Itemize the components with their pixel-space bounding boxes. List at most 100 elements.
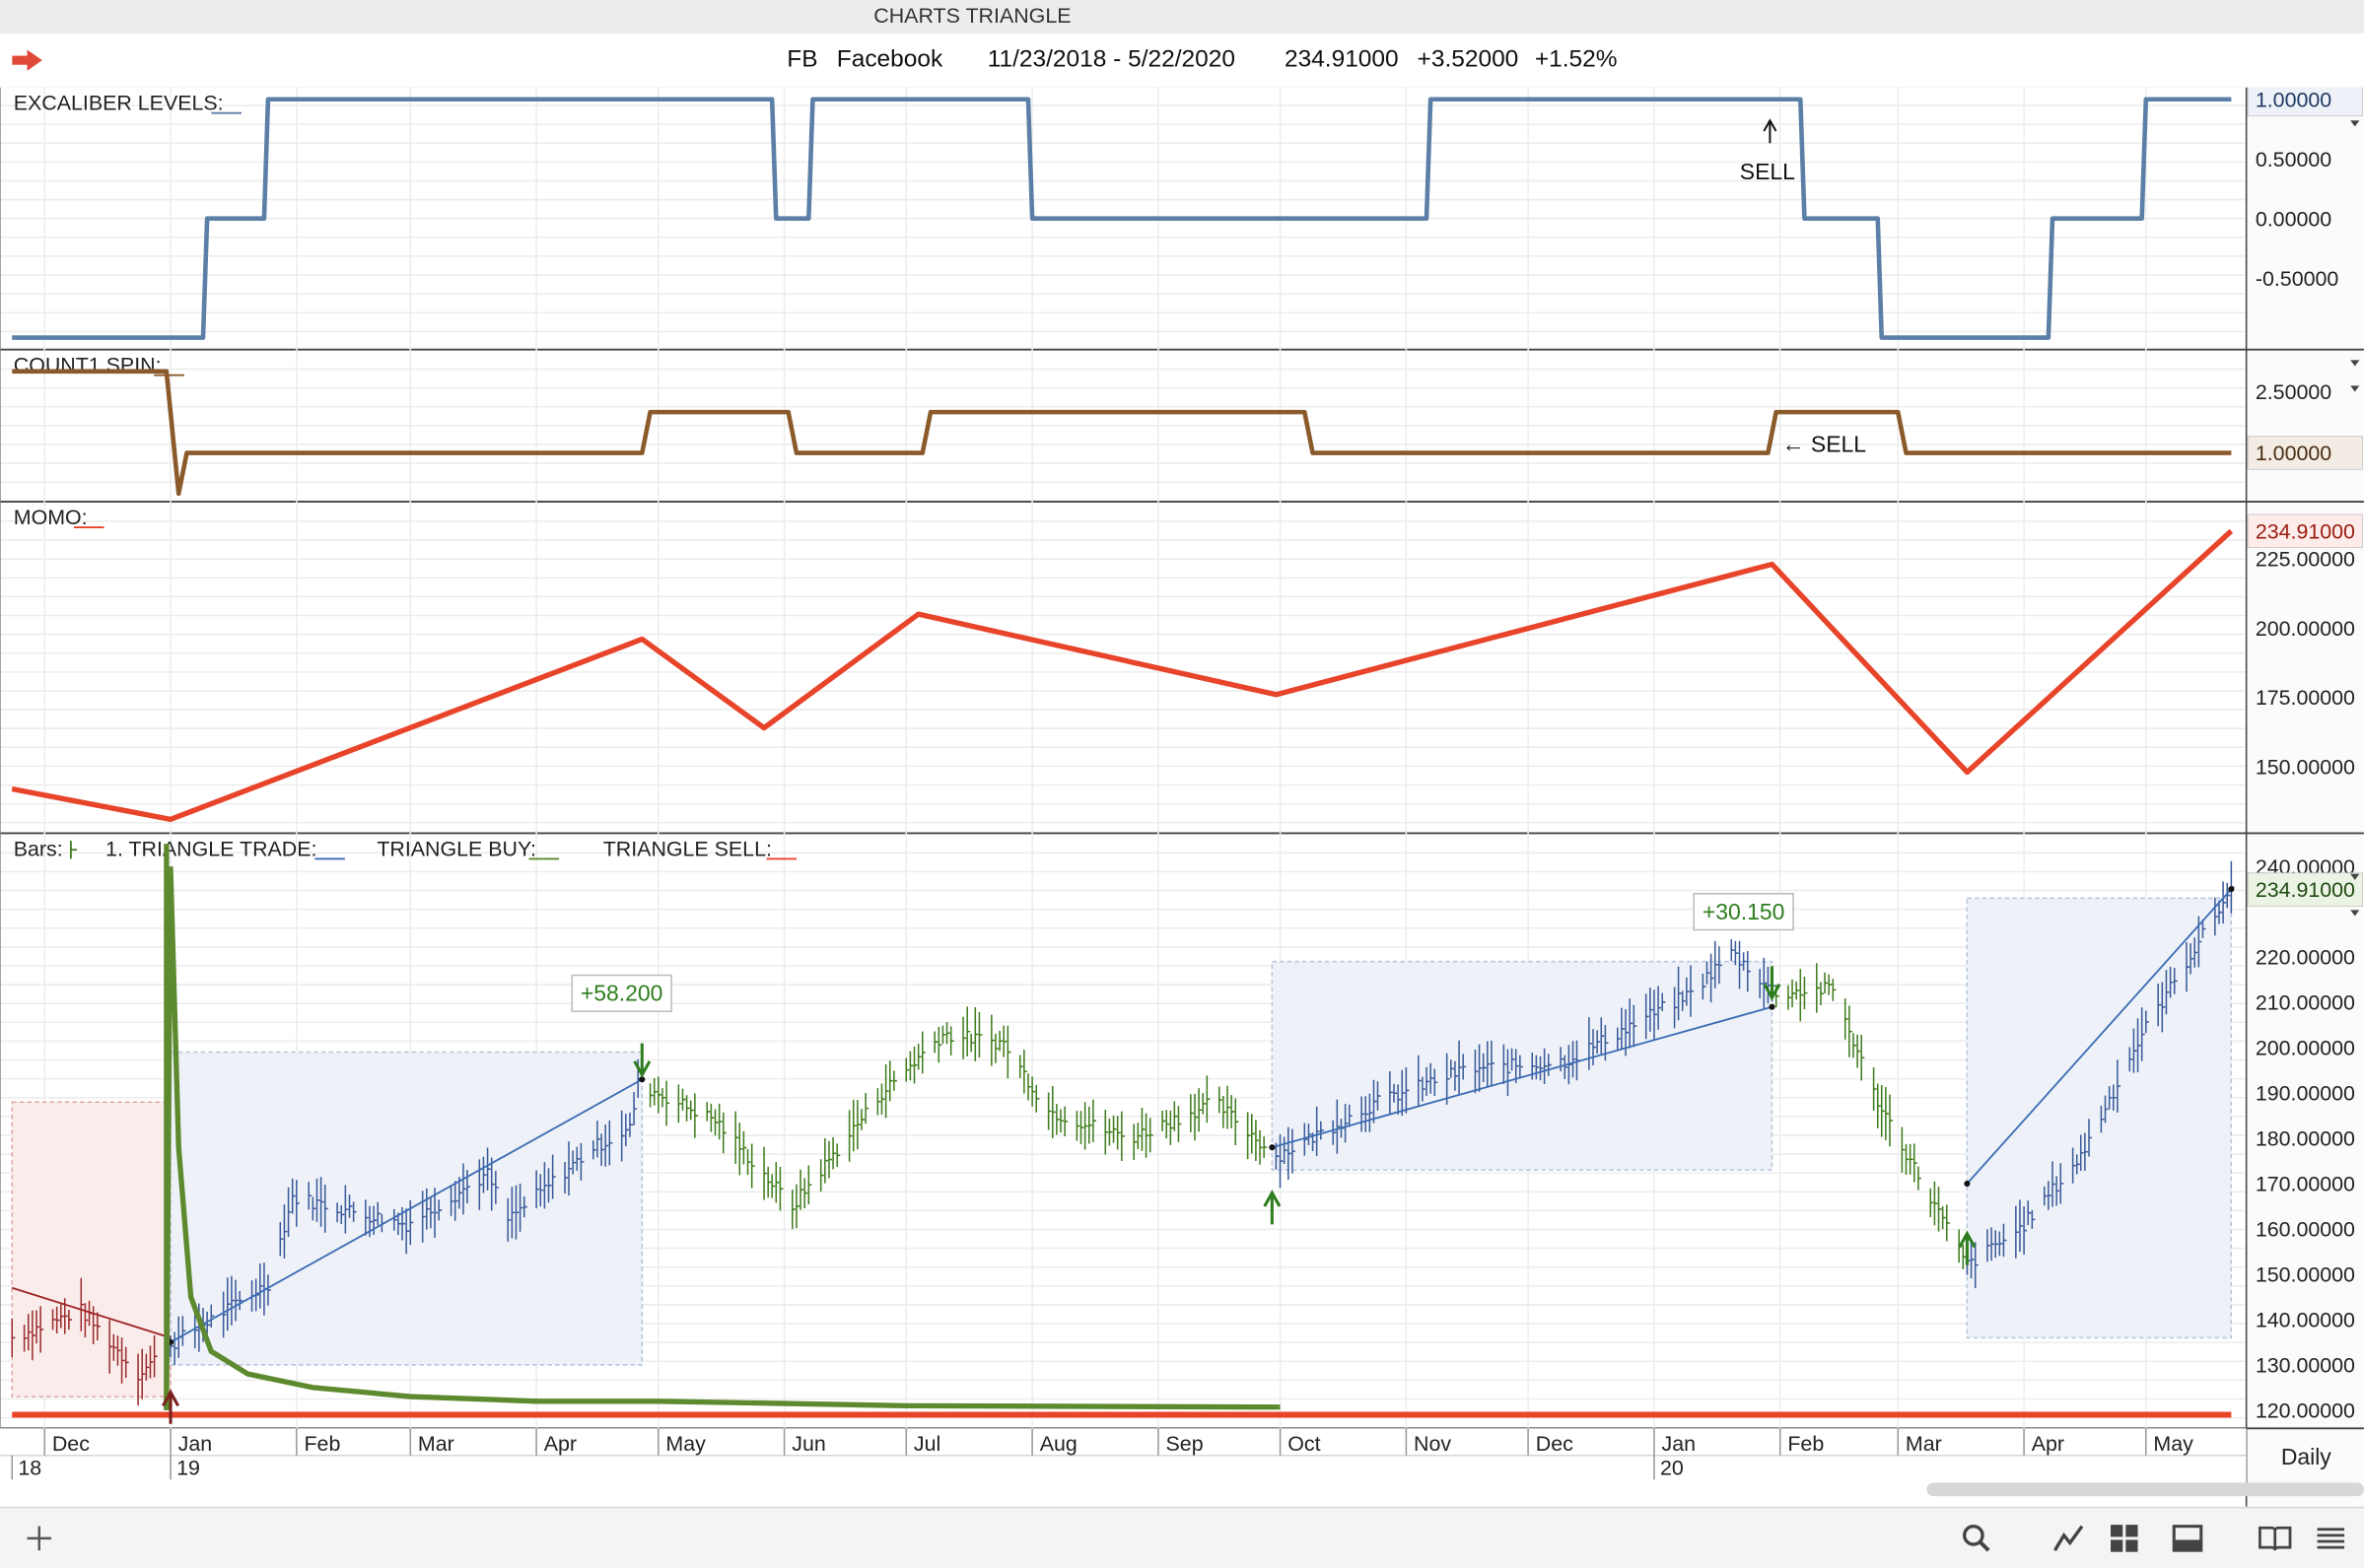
price-bar	[2075, 1154, 2080, 1175]
price-bar	[1539, 1056, 1544, 1081]
price-bar	[945, 1022, 950, 1045]
chart-area[interactable]: EXCALIBER LEVELS: 0.50000 0.00000 -0.50000 1…	[0, 87, 2364, 1507]
price-bar	[1397, 1084, 1402, 1115]
price-bar	[922, 1031, 926, 1074]
price-bar	[450, 1187, 454, 1216]
back-arrow-icon[interactable]	[12, 49, 42, 71]
price-bar	[1852, 1033, 1857, 1058]
price-bar	[1083, 1102, 1088, 1150]
period-label: Daily	[2281, 1444, 2331, 1469]
symbol-header: FB Facebook 11/23/2018 - 5/22/2020 234.9…	[0, 33, 2364, 90]
price-bar	[1856, 1034, 1861, 1068]
price-bar	[1787, 985, 1791, 1010]
price-bar	[2222, 881, 2227, 924]
x-axis-year: 18	[18, 1457, 41, 1480]
price-bar	[2173, 968, 2178, 994]
price-bar	[519, 1184, 523, 1232]
price-bar	[1730, 939, 1735, 962]
sell-arrow-icon	[1763, 966, 1781, 1001]
price-bar	[1116, 1116, 1121, 1150]
price-bar	[405, 1208, 410, 1255]
price-bar	[149, 1345, 154, 1379]
price-bar	[832, 1136, 837, 1170]
price-bar	[1056, 1104, 1060, 1135]
price-bar	[315, 1178, 320, 1222]
price-bar	[340, 1204, 345, 1224]
price-bar	[482, 1156, 487, 1193]
x-axis-month: Nov	[1414, 1432, 1451, 1456]
plus-icon[interactable]	[21, 1521, 57, 1557]
momo-tick: 200.00000	[2256, 617, 2355, 641]
price-bar	[1876, 1083, 1881, 1128]
price-bar	[1027, 1073, 1032, 1101]
price-bar	[1824, 972, 1829, 994]
x-axis-month: Dec	[52, 1432, 90, 1456]
excaliber-line	[12, 97, 2232, 340]
price-bar	[568, 1141, 573, 1196]
price-bar	[1880, 1085, 1885, 1137]
price-bar	[1933, 1181, 1938, 1226]
price-bar	[1816, 963, 1820, 1013]
price-bar	[880, 1083, 885, 1115]
price-bar	[2214, 897, 2218, 936]
price-bar	[848, 1110, 853, 1162]
price-bar	[1222, 1096, 1226, 1128]
price-bar	[1194, 1094, 1199, 1141]
price-bar	[2218, 900, 2223, 924]
price-bar	[1929, 1188, 1934, 1217]
price-bar	[1564, 1055, 1568, 1079]
x-axis-month: Mar	[418, 1432, 454, 1456]
price-bar	[2157, 984, 2162, 1027]
x-axis-month: Apr	[2032, 1432, 2064, 1456]
price-bar	[124, 1346, 129, 1379]
price-bar	[1422, 1076, 1425, 1102]
menu-icon[interactable]	[2313, 1521, 2349, 1557]
price-bar	[377, 1201, 382, 1226]
price-bar	[55, 1306, 60, 1333]
price-bar	[1946, 1204, 1950, 1242]
price-bar	[1251, 1114, 1255, 1154]
price-bar	[1994, 1230, 1999, 1259]
price-bar	[1686, 977, 1690, 1006]
price-bar	[323, 1184, 328, 1233]
draw-icon[interactable]	[2051, 1521, 2087, 1557]
price-bar	[1514, 1049, 1519, 1084]
price-bar	[653, 1078, 658, 1106]
price-tick: 120.00000	[2256, 1399, 2355, 1423]
price-bar	[1458, 1040, 1463, 1095]
price-tick: 130.00000	[2256, 1354, 2355, 1378]
x-axis-month: Sep	[1166, 1432, 1204, 1456]
panel-icon[interactable]	[2170, 1521, 2206, 1557]
price-bar	[421, 1191, 426, 1243]
price-current-box	[2247, 872, 2363, 907]
price-bar	[771, 1174, 776, 1198]
momo-tick: 150.00000	[2256, 756, 2355, 780]
layout-grid-icon[interactable]	[2106, 1521, 2142, 1557]
excaliber-current-box	[2247, 87, 2363, 117]
price-bar	[580, 1142, 585, 1181]
price-tick: 170.00000	[2256, 1173, 2355, 1196]
panel-menu-icon	[2350, 360, 2360, 367]
price-bar	[1429, 1062, 1434, 1094]
price-bar	[2084, 1132, 2088, 1171]
price-bar	[283, 1204, 288, 1260]
search-icon[interactable]	[1959, 1521, 1995, 1557]
buy-legend: TRIANGLE BUY:	[377, 837, 536, 860]
price-bar	[1320, 1121, 1324, 1140]
price-bar	[1482, 1053, 1487, 1082]
price-bar	[572, 1150, 577, 1175]
price-bar	[1917, 1166, 1921, 1191]
price-bar	[1255, 1120, 1259, 1161]
book-icon[interactable]	[2257, 1521, 2293, 1557]
trade-box	[1966, 897, 2233, 1339]
buy-arrow-icon	[1263, 1190, 1282, 1225]
price-bar	[1702, 973, 1706, 1000]
price-bar	[2048, 1181, 2051, 1210]
price-bar	[32, 1310, 35, 1361]
count1-tick: 2.50000	[2256, 380, 2331, 404]
horizontal-scrollbar[interactable]	[1926, 1482, 2364, 1497]
price-tick: 200.00000	[2256, 1037, 2355, 1060]
price-bar	[1092, 1099, 1096, 1142]
price-bar	[941, 1025, 946, 1045]
price-bar	[689, 1100, 694, 1121]
